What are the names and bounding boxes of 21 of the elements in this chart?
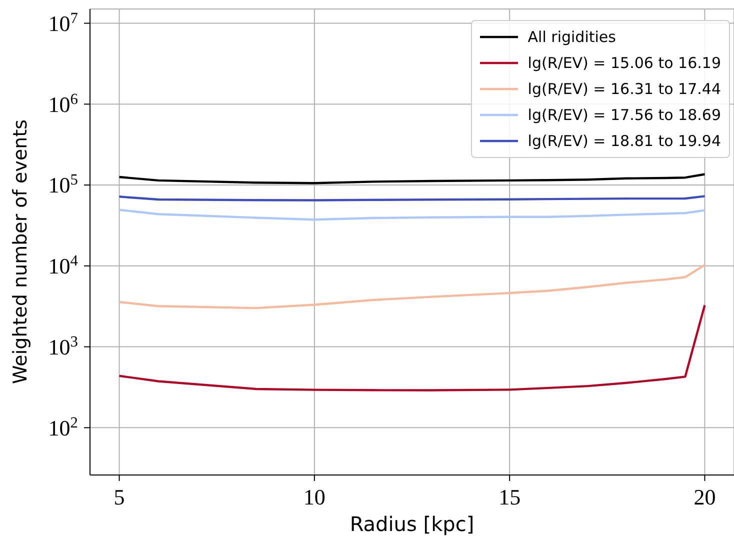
x-axis-title: Radius [kpc] bbox=[350, 512, 474, 536]
line-series bbox=[118, 264, 706, 310]
legend-label: lg(R/EV) = 17.56 to 18.69 bbox=[528, 105, 721, 126]
x-tick-label: 5 bbox=[114, 484, 125, 510]
legend-label: lg(R/EV) = 15.06 to 16.19 bbox=[528, 53, 721, 74]
legend-label: All rigidities bbox=[528, 27, 616, 48]
y-tick-label: 10$^{6}$ bbox=[48, 90, 78, 117]
y-axis-title: Weighted number of events bbox=[10, 119, 32, 384]
y-tick-label: 10$^{4}$ bbox=[48, 252, 78, 279]
line-series bbox=[118, 173, 706, 184]
x-tick-label: 20 bbox=[694, 484, 716, 510]
line-series bbox=[118, 304, 706, 392]
y-tick-label: 10$^{2}$ bbox=[48, 414, 78, 440]
line-series bbox=[118, 208, 706, 221]
legend-label: lg(R/EV) = 16.31 to 17.44 bbox=[528, 79, 721, 100]
y-tick-label: 10$^{5}$ bbox=[48, 171, 78, 198]
y-tick-label: 10$^{3}$ bbox=[48, 332, 78, 360]
x-tick-label: 15 bbox=[498, 484, 521, 510]
legend-label: lg(R/EV) = 18.81 to 19.94 bbox=[528, 131, 721, 152]
y-tick-label: 10$^{7}$ bbox=[48, 9, 78, 36]
x-tick-label: 10 bbox=[303, 484, 326, 510]
